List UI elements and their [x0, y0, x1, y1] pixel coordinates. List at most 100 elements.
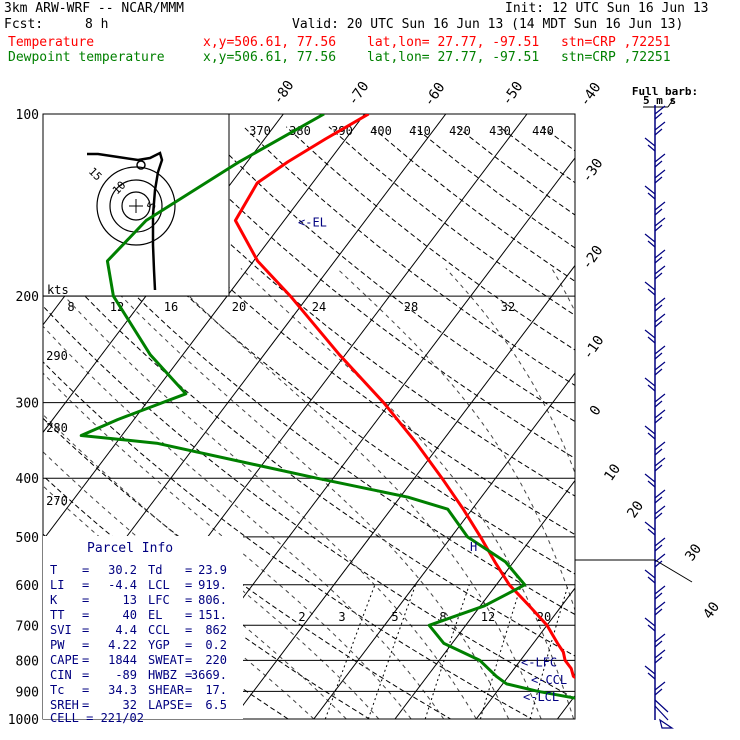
isotherm — [556, 694, 575, 719]
hodograph-ring — [96, 166, 176, 246]
isotherm-label: 0 — [587, 403, 605, 419]
parcel-param-name: K — [50, 593, 58, 607]
parcel-eq: = — [185, 638, 192, 652]
parcel-param-value: 1844 — [108, 653, 137, 667]
parcel-eq: = — [185, 608, 192, 622]
parcel-eq: = — [82, 608, 89, 622]
parcel-eq: = — [82, 623, 89, 637]
isotherm-label: -70 — [345, 79, 373, 109]
parcel-param-name: T — [50, 563, 57, 577]
mixing-ratio-label: 2 — [298, 610, 305, 624]
pressure-tick-label: 400 — [16, 472, 39, 487]
parcel-param-value: 0.2 — [205, 638, 227, 652]
cell-motion: CELL = 221/02 — [50, 711, 144, 725]
parcel-param-value: 34.3 — [108, 683, 137, 697]
dry-adiabat — [285, 126, 575, 351]
barb-legend-units: 5 m s — [643, 94, 676, 107]
isotherm-label: 30 — [682, 541, 705, 564]
dry-adiabat — [158, 126, 575, 459]
dewpoint-xy: x,y=506.61, 77.56 — [203, 50, 337, 65]
parcel-param-name: TT — [50, 608, 64, 622]
wind-barb — [654, 169, 666, 184]
dry-adiabat — [115, 126, 575, 497]
isotherm-label: -80 — [270, 78, 298, 108]
wind-barb — [654, 361, 666, 376]
moist-adiabat — [94, 268, 510, 719]
wind-barb — [654, 265, 666, 280]
mixing-ratio-line — [596, 585, 630, 719]
parcel-param-value: -4.4 — [108, 578, 137, 592]
mixing-ratio-label: 12 — [481, 610, 495, 624]
wind-barb — [654, 409, 666, 424]
wind-barb — [654, 217, 666, 232]
wind-barb — [644, 521, 656, 536]
wind-barb — [644, 329, 656, 344]
parcel-param-name: CAPE — [50, 653, 79, 667]
isotherm-label: 10 — [601, 461, 624, 484]
theta-label: 280 — [46, 421, 68, 435]
parcel-param-value: 3669. — [191, 668, 227, 682]
pressure-tick-label: 500 — [16, 531, 39, 546]
wind-barb — [644, 473, 656, 488]
isotherm-label: -30 — [579, 156, 607, 186]
barb-legend-title: Full barb: — [632, 85, 698, 98]
isotherm-label: -20 — [579, 243, 607, 273]
temperature-station: stn=CRP ,72251 — [561, 35, 671, 50]
dry-adiabat — [43, 250, 575, 657]
storm-motion-marker — [136, 160, 146, 170]
wind-barb — [654, 601, 666, 616]
dewpoint-legend: Dewpoint temperature — [8, 50, 165, 65]
dewpoint-station: stn=CRP ,72251 — [561, 50, 671, 65]
moist-adiabat — [43, 372, 412, 719]
parcel-param-name: CCL — [148, 623, 170, 637]
wind-barb — [654, 313, 666, 328]
parcel-eq: = — [185, 668, 192, 682]
parcel-param-name: Td — [148, 563, 162, 577]
temperature-latlon: lat,lon= 27.77, -97.51 — [367, 35, 540, 50]
parcel-param-value: 32 — [123, 698, 137, 712]
wind-profile: Full barb:5 m s — [574, 85, 698, 729]
barb-legend-feather — [667, 97, 675, 108]
pressure-tick-label: 100 — [16, 108, 39, 123]
dry-adiabat — [43, 361, 533, 719]
parcel-param-name: SWEAT — [148, 653, 184, 667]
theta-e-label: 440 — [532, 124, 554, 138]
mixing-ratio-line — [367, 584, 417, 719]
hodograph-ring-label: 5 — [145, 200, 159, 211]
init-time: Init: 12 UTC Sun 16 Jun 13 — [505, 1, 709, 16]
parcel-eq: = — [82, 563, 89, 577]
parcel-param-value: 4.4 — [115, 623, 137, 637]
isotherm-label: -40 — [577, 80, 605, 110]
lfc-marker: <-LFC — [521, 655, 557, 669]
wind-panel-edge — [574, 541, 693, 583]
dry-adiabat — [243, 126, 575, 387]
hodograph-axis-tick: 28 — [404, 300, 418, 314]
parcel-eq: = — [82, 638, 89, 652]
wind-barb — [654, 649, 666, 664]
parcel-eq: = — [185, 683, 192, 697]
wind-barb — [654, 633, 666, 648]
wind-barb — [654, 393, 666, 408]
hodograph-axis-tick: 20 — [232, 300, 246, 314]
theta-label: 270 — [46, 494, 68, 508]
hodograph-axis-tick: 24 — [312, 300, 326, 314]
ccl-marker: <-CCL — [531, 673, 567, 687]
moist-adiabat — [445, 268, 575, 475]
parcel-param-value: 151. — [198, 608, 227, 622]
parcel-param-value: 862 — [205, 623, 227, 637]
pressure-tick-label: 600 — [16, 579, 39, 594]
hwbz-marker: H — [470, 540, 477, 554]
mixing-ratio-line — [324, 584, 376, 719]
parcel-param-name: YGP — [148, 638, 170, 652]
wind-barb — [654, 249, 666, 264]
dry-adiabat — [456, 126, 575, 216]
wind-barb — [654, 121, 666, 136]
hodograph-axis-tick: 16 — [164, 300, 178, 314]
dry-adiabat — [200, 126, 575, 423]
wind-barb — [644, 425, 656, 440]
dewpoint-latlon: lat,lon= 27.77, -97.51 — [367, 50, 540, 65]
wind-barb — [654, 681, 666, 696]
parcel-param-name: LI — [50, 578, 64, 592]
